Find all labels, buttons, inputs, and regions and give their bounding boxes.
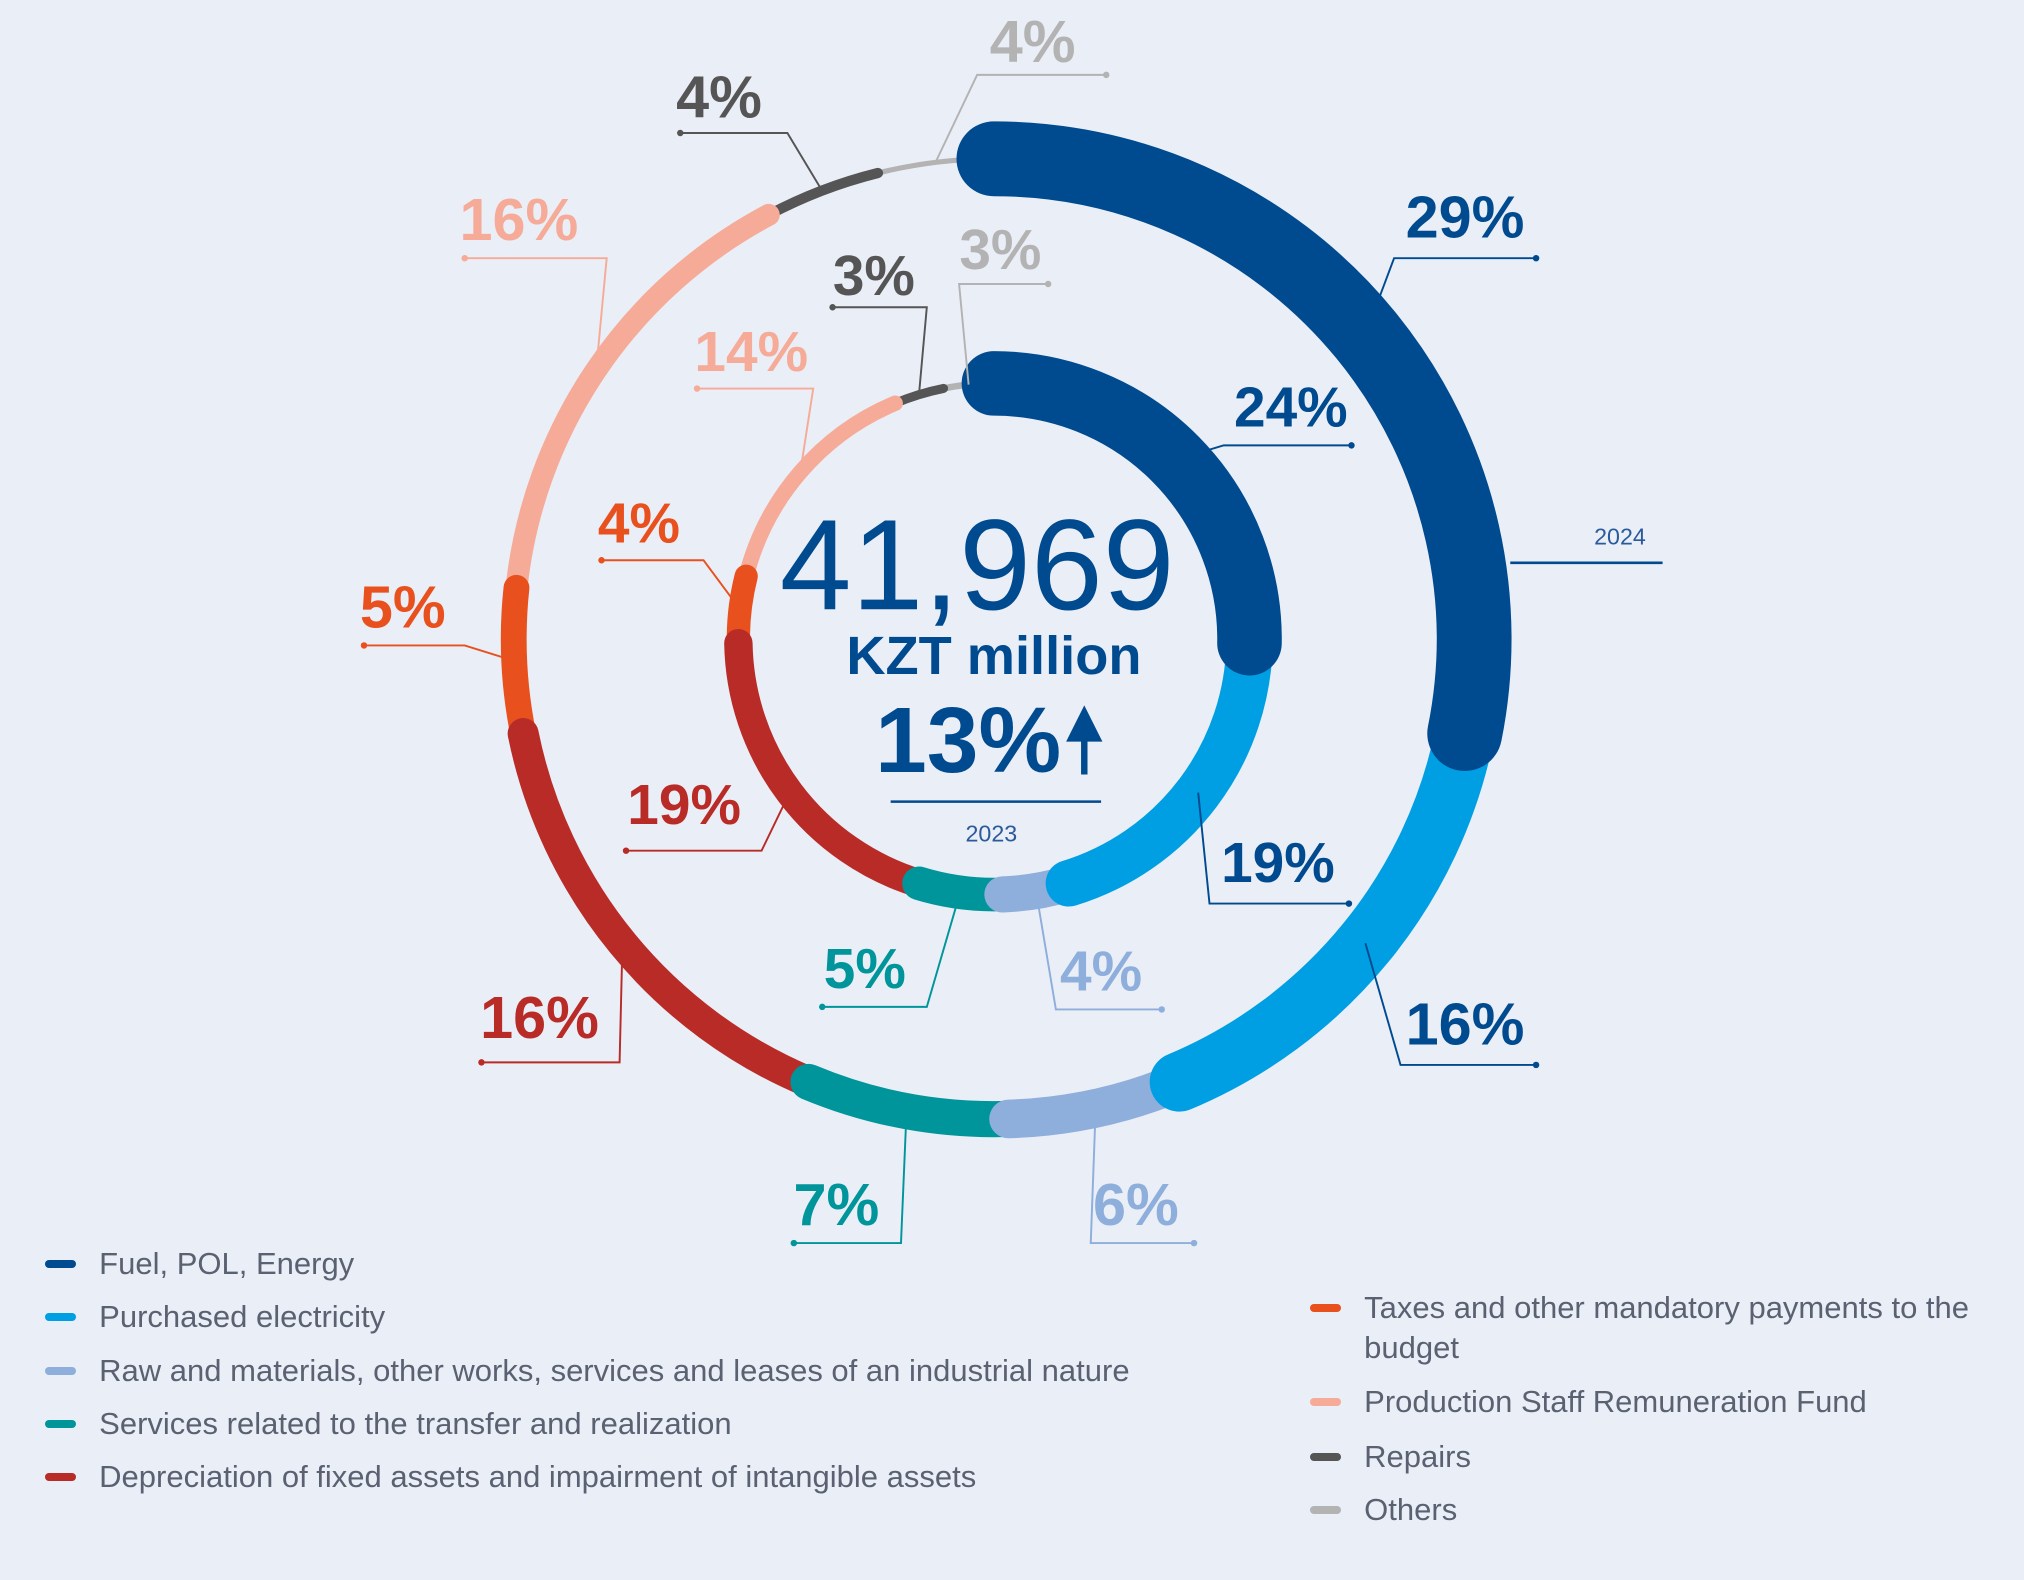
leader-dot bbox=[1044, 280, 1052, 288]
legend-item: Fuel, POL, Energy bbox=[45, 1244, 354, 1284]
legend-item: Repairs bbox=[1310, 1437, 1981, 1477]
donut-segment bbox=[507, 718, 824, 1098]
value-label: 4% bbox=[676, 64, 762, 131]
legend-item: Taxes and other mandatory payments to th… bbox=[1310, 1288, 1981, 1368]
ring-label: 2024 bbox=[1594, 524, 1646, 550]
leader-line bbox=[481, 943, 624, 1064]
value-label: 19% bbox=[627, 774, 741, 837]
leader-dot bbox=[478, 1059, 485, 1066]
leader-line bbox=[793, 1111, 908, 1245]
value-label: 4% bbox=[598, 493, 680, 556]
legend-item: Purchased electricity bbox=[45, 1297, 385, 1337]
donut-segment bbox=[763, 167, 884, 221]
legend-item: Services related to the transfer and rea… bbox=[45, 1404, 732, 1444]
leader-line bbox=[1089, 1108, 1195, 1245]
leader-dot bbox=[1348, 442, 1355, 449]
value-label: 24% bbox=[1234, 377, 1348, 440]
value-label: 3% bbox=[959, 219, 1041, 282]
leader-dot bbox=[461, 254, 468, 262]
legend-item: Others bbox=[1310, 1490, 1981, 1530]
leader-line bbox=[1175, 444, 1352, 461]
leader-dot bbox=[829, 304, 836, 311]
leader-dot bbox=[598, 557, 605, 564]
leader-line bbox=[680, 132, 823, 192]
leader-dot bbox=[1345, 900, 1353, 907]
center-change: 13% bbox=[875, 688, 1061, 792]
legend-swatch bbox=[1310, 1452, 1342, 1461]
value-label: 6% bbox=[1093, 1171, 1179, 1238]
donut-segment bbox=[961, 351, 1282, 676]
leader-dot bbox=[1103, 71, 1110, 79]
leader-dot bbox=[819, 1003, 826, 1011]
donut-segment bbox=[790, 1063, 1027, 1138]
legend-text: Production Staff Remuneration Fund bbox=[1364, 1384, 1867, 1420]
legend-swatch bbox=[1310, 1398, 1342, 1407]
legend-swatch bbox=[45, 1420, 77, 1429]
value-label: 19% bbox=[1221, 832, 1335, 895]
leader-dot bbox=[790, 1239, 798, 1247]
value-label: 3% bbox=[833, 245, 915, 308]
legend-text: Others bbox=[1364, 1491, 1458, 1527]
leader-dot bbox=[360, 642, 368, 649]
value-label: 16% bbox=[460, 186, 579, 253]
leader-dot bbox=[1190, 1239, 1198, 1247]
leader-dot bbox=[1532, 254, 1540, 262]
donut-segment bbox=[956, 121, 1512, 771]
legend-item: Raw and materials, other works, services… bbox=[45, 1351, 1130, 1391]
legend-swatch bbox=[45, 1473, 77, 1482]
leader-line bbox=[832, 306, 928, 395]
legend-swatch bbox=[1310, 1304, 1342, 1313]
value-label: 29% bbox=[1406, 184, 1525, 251]
donut-segment bbox=[500, 574, 537, 747]
leader-line bbox=[1197, 792, 1349, 905]
leader-line bbox=[958, 283, 1049, 385]
leader-line bbox=[822, 892, 962, 1008]
legend-swatch bbox=[1310, 1505, 1342, 1514]
leader-line bbox=[1364, 942, 1537, 1066]
leader-line bbox=[464, 257, 608, 371]
leader-line bbox=[364, 644, 515, 662]
leader-line bbox=[1035, 890, 1162, 1011]
up-arrow bbox=[1066, 705, 1103, 775]
donut-segment bbox=[1149, 703, 1495, 1112]
legend-swatch bbox=[45, 1313, 77, 1322]
value-label: 14% bbox=[694, 321, 808, 384]
value-label: 4% bbox=[1060, 941, 1142, 1004]
value-label: 7% bbox=[794, 1171, 880, 1238]
center-unit: KZT million bbox=[846, 626, 1141, 686]
leader-line bbox=[697, 387, 815, 473]
leader-dot bbox=[693, 385, 701, 392]
value-label: 16% bbox=[480, 984, 599, 1051]
legend-swatch bbox=[45, 1260, 77, 1269]
ring-label: 2023 bbox=[966, 821, 1018, 847]
legend-text: Taxes and other mandatory payments to th… bbox=[1364, 1290, 1970, 1366]
value-label: 4% bbox=[990, 8, 1076, 75]
legend-item: Depreciation of fixed assets and impairm… bbox=[45, 1457, 976, 1497]
value-label: 16% bbox=[1406, 990, 1525, 1057]
center-total: 41,969 bbox=[780, 493, 1175, 637]
leader-dot bbox=[677, 129, 684, 137]
donut-segment bbox=[738, 395, 903, 584]
legend-text: Purchased electricity bbox=[99, 1299, 386, 1335]
leader-line bbox=[1364, 257, 1537, 336]
leader-dot bbox=[1158, 1006, 1165, 1013]
leader-dot bbox=[622, 847, 630, 854]
leader-line bbox=[626, 792, 791, 852]
value-label: 5% bbox=[360, 573, 446, 640]
leader-line bbox=[601, 559, 741, 611]
legend-text: Depreciation of fixed assets and impairm… bbox=[99, 1459, 977, 1495]
leader-dot bbox=[1532, 1061, 1540, 1069]
donut-segment bbox=[1045, 619, 1273, 907]
legend-item: Production Staff Remuneration Fund bbox=[1310, 1382, 1981, 1422]
value-label: 5% bbox=[824, 938, 906, 1001]
legend-text: Repairs bbox=[1364, 1438, 1471, 1474]
legend-swatch bbox=[45, 1367, 77, 1376]
legend-text: Services related to the transfer and rea… bbox=[99, 1406, 732, 1442]
donut-segment bbox=[724, 629, 934, 898]
legend-text: Fuel, POL, Energy bbox=[99, 1246, 355, 1282]
leader-line bbox=[934, 73, 1107, 163]
legend-text: Raw and materials, other works, services… bbox=[99, 1353, 1130, 1389]
